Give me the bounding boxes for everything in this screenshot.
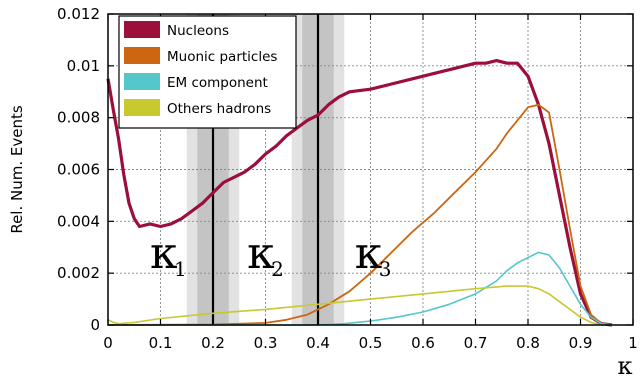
x-tick-label: 0 (103, 334, 113, 352)
y-tick-label: 0.002 (57, 264, 100, 282)
x-tick-label: 0.1 (149, 334, 173, 352)
y-tick-label: 0.004 (57, 212, 100, 230)
series-lines (106, 59, 613, 327)
y-axis-ticks: 0 0.002 0.004 0.006 0.008 0.01 0.012 (57, 5, 633, 334)
x-tick-label: 0.3 (254, 334, 278, 352)
x-tick-label: 0.6 (411, 334, 435, 352)
series-line-em-component (108, 251, 613, 326)
kappa-annotation-3: κ (355, 228, 383, 279)
kappa-annotations: κ1 κ2 κ3 (150, 228, 391, 281)
legend-label: EM component (167, 75, 268, 91)
kappa-subscript-1: 1 (174, 257, 187, 281)
x-tick-label: 0.7 (464, 334, 488, 352)
y-tick-label: 0.006 (57, 161, 100, 179)
series-line-nucleons (106, 59, 613, 327)
legend-swatch (124, 73, 160, 90)
x-tick-label: 1 (628, 334, 638, 352)
y-tick-label: 0.008 (57, 109, 100, 127)
series-line-others-hadrons (107, 285, 602, 326)
kappa-subscript-3: 3 (379, 257, 392, 281)
x-tick-label: 0.4 (306, 334, 330, 352)
legend-swatch (124, 99, 160, 116)
legend-swatch (124, 21, 160, 38)
x-tick-label: 0.2 (201, 334, 225, 352)
kappa-annotation-1: κ (150, 228, 178, 279)
y-tick-label: 0.012 (57, 5, 100, 23)
x-axis-ticks: 0 0.1 0.2 0.3 0.4 0.5 0.6 0.7 0.8 0.9 1 (103, 14, 638, 352)
kappa-annotation-2: κ (247, 228, 275, 279)
y-tick-label: 0 (90, 316, 100, 334)
legend-label: Muonic particles (167, 49, 277, 65)
y-axis-label: Rel. Num. Events (8, 105, 26, 234)
legend: Nucleons Muonic particles EM component Othe… (118, 15, 297, 129)
legend-label: Others hadrons (167, 101, 271, 117)
legend-label: Nucleons (167, 23, 229, 39)
y-tick-label: 0.01 (67, 57, 100, 75)
x-tick-label: 0.5 (359, 334, 383, 352)
x-axis-label: κ (618, 352, 633, 380)
grid (108, 14, 633, 325)
x-tick-label: 0.8 (516, 334, 540, 352)
series-line-muonic-particles (107, 103, 613, 326)
kappa-subscript-2: 2 (271, 257, 284, 281)
x-tick-label: 0.9 (569, 334, 593, 352)
legend-swatch (124, 47, 160, 64)
